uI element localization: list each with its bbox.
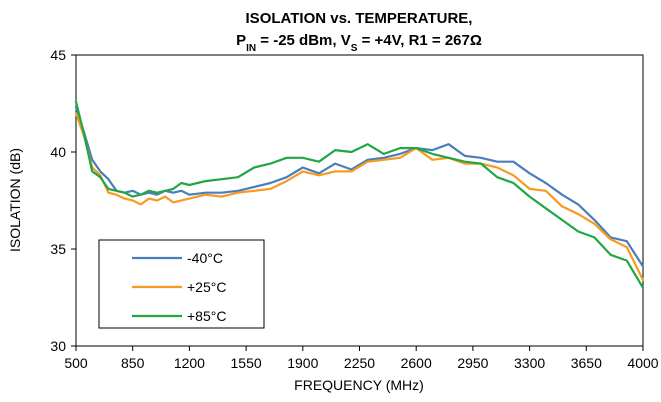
x-tick-label: 1200 xyxy=(174,355,205,371)
x-axis-label: FREQUENCY (MHz) xyxy=(294,377,424,393)
x-tick-label: 1550 xyxy=(231,355,262,371)
legend: -40°C +25°C +85°C xyxy=(98,239,265,329)
x-tick-label: 2950 xyxy=(457,355,488,371)
chart-title-line1: ISOLATION vs. TEMPERATURE, xyxy=(246,10,473,27)
series-line-25c xyxy=(74,112,645,282)
title-p: P xyxy=(236,32,246,49)
chart-title-line2: PIN = -25 dBm, VS = +4V, R1 = 267Ω xyxy=(236,32,482,54)
y-axis-label: ISOLATION (dB) xyxy=(7,148,23,252)
x-tick-label: 3650 xyxy=(571,355,602,371)
x-tick-label: 2250 xyxy=(344,355,375,371)
legend-box xyxy=(98,239,265,329)
y-tick-label: 40 xyxy=(50,144,66,160)
x-tick-label: 4000 xyxy=(627,355,658,371)
legend-label: +85°C xyxy=(187,308,226,324)
series-line-85c xyxy=(74,100,645,289)
legend-label: +25°C xyxy=(187,279,226,295)
x-tick-label: 850 xyxy=(121,355,145,371)
title-end: = +4V, R1 = 267Ω xyxy=(357,32,481,49)
x-axis-ticks: 500 850 1200 1550 1900 2250 2600 2950 3300 3650 40… xyxy=(64,346,659,371)
y-tick-label: 30 xyxy=(50,338,66,354)
y-tick-label: 35 xyxy=(50,241,66,257)
series-lines xyxy=(74,100,645,289)
series-line-40c xyxy=(74,106,645,268)
title-p-sub: IN xyxy=(246,43,256,54)
x-tick-label: 500 xyxy=(64,355,88,371)
title-mid: = -25 dBm, V xyxy=(256,32,351,49)
legend-label: -40°C xyxy=(187,250,223,266)
x-tick-label: 3300 xyxy=(514,355,545,371)
y-tick-label: 45 xyxy=(50,47,66,63)
title-v-sub: S xyxy=(351,43,358,54)
x-tick-label: 2600 xyxy=(401,355,432,371)
x-tick-label: 1900 xyxy=(287,355,318,371)
y-axis-ticks: 30 35 40 45 xyxy=(50,47,76,354)
